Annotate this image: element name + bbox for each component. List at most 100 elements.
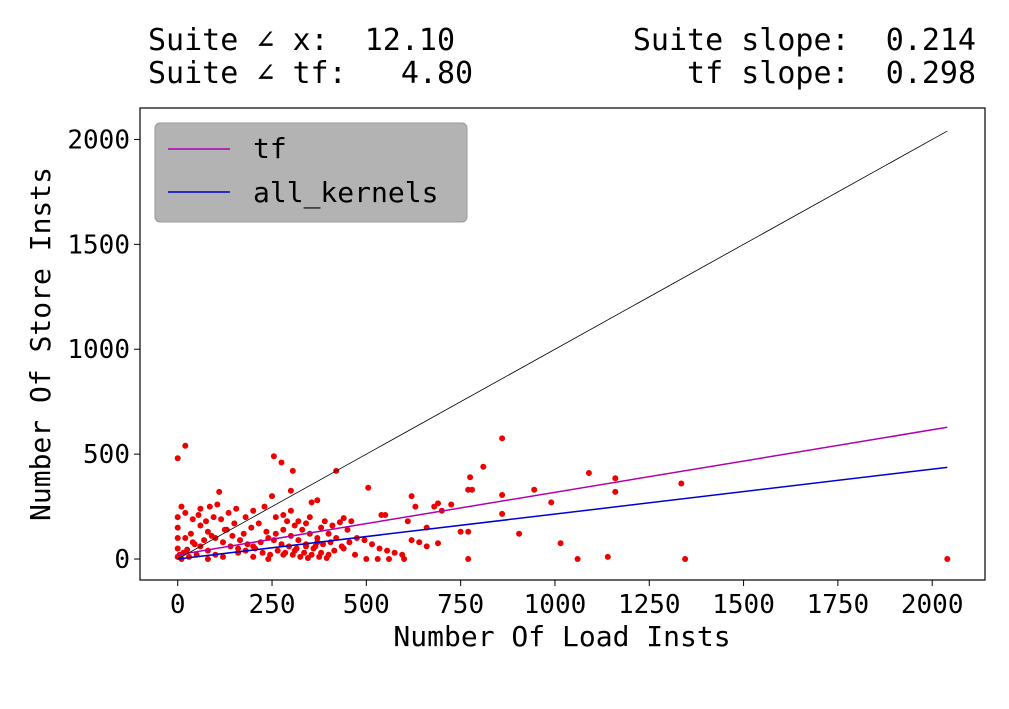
data-point bbox=[352, 551, 358, 558]
data-point bbox=[216, 488, 223, 495]
data-point bbox=[557, 540, 564, 547]
data-point bbox=[214, 501, 221, 508]
data-point bbox=[465, 528, 472, 535]
data-point bbox=[423, 543, 430, 550]
data-point bbox=[314, 497, 321, 504]
data-point bbox=[308, 499, 315, 506]
data-point bbox=[448, 501, 455, 508]
plot-frame bbox=[139, 107, 986, 581]
data-point bbox=[303, 520, 309, 527]
data-point bbox=[287, 487, 294, 494]
data-point bbox=[465, 556, 472, 562]
legend-all-kernels-label: all_kernels bbox=[253, 176, 438, 210]
data-point bbox=[197, 505, 204, 512]
data-point bbox=[280, 526, 287, 533]
data-point bbox=[386, 556, 392, 562]
y-tick-label: 0 bbox=[114, 545, 130, 575]
data-point bbox=[289, 467, 296, 474]
data-point bbox=[499, 492, 506, 498]
data-point bbox=[263, 528, 270, 535]
data-point bbox=[174, 514, 181, 521]
legend-tf-label: tf bbox=[253, 132, 287, 165]
x-tick-label: 1000 bbox=[524, 590, 587, 620]
data-point bbox=[255, 520, 262, 527]
data-point bbox=[220, 539, 226, 546]
data-point bbox=[242, 514, 249, 521]
data-point bbox=[203, 518, 209, 525]
data-point bbox=[195, 512, 202, 518]
data-point bbox=[435, 540, 441, 547]
data-point bbox=[480, 463, 487, 470]
data-point bbox=[465, 486, 472, 493]
data-point bbox=[233, 505, 240, 512]
data-point bbox=[416, 539, 423, 546]
y-tick-label: 1500 bbox=[67, 230, 130, 260]
data-point bbox=[612, 475, 619, 482]
data-point bbox=[189, 539, 196, 546]
x-axis-ticks: 0 250 500 750 1000 1250 1500 1750 2000 bbox=[170, 580, 964, 620]
data-point bbox=[182, 535, 189, 541]
data-point bbox=[435, 500, 441, 507]
suite-angle-x-stat: Suite ∠ x: 12.10 bbox=[148, 23, 456, 58]
x-tick-label: 0 bbox=[170, 590, 186, 620]
data-point bbox=[284, 518, 291, 525]
data-point bbox=[457, 528, 464, 535]
data-point bbox=[187, 530, 194, 537]
data-point bbox=[467, 474, 474, 481]
data-point bbox=[261, 503, 268, 510]
data-point bbox=[320, 541, 326, 548]
data-point bbox=[289, 551, 296, 558]
y-tick-label: 2000 bbox=[67, 125, 130, 155]
data-point bbox=[340, 515, 347, 522]
data-point bbox=[374, 556, 381, 562]
data-point bbox=[585, 470, 592, 476]
data-point bbox=[408, 493, 415, 500]
data-point bbox=[604, 553, 611, 560]
data-point bbox=[312, 543, 319, 550]
suite-slope-stat: Suite slope: 0.214 bbox=[632, 23, 976, 58]
data-point bbox=[306, 514, 313, 521]
tf-slope-stat: tf slope: 0.298 bbox=[687, 56, 976, 91]
data-point bbox=[201, 537, 208, 544]
data-point bbox=[270, 453, 277, 460]
data-point bbox=[295, 537, 302, 544]
data-point bbox=[318, 524, 325, 531]
data-point bbox=[499, 510, 506, 517]
data-point bbox=[204, 556, 211, 562]
data-point bbox=[944, 556, 951, 562]
data-point bbox=[412, 503, 419, 510]
data-point bbox=[574, 556, 581, 562]
data-point bbox=[321, 518, 328, 525]
data-point bbox=[391, 549, 398, 556]
data-point bbox=[331, 547, 338, 554]
data-point bbox=[250, 507, 257, 514]
x-tick-label: 1500 bbox=[712, 590, 775, 620]
data-point bbox=[323, 555, 330, 561]
data-point bbox=[182, 442, 189, 449]
data-point bbox=[682, 556, 689, 562]
data-point bbox=[174, 545, 181, 552]
data-point bbox=[304, 555, 311, 561]
data-point bbox=[325, 530, 332, 537]
x-axis-label: Number Of Load Insts bbox=[393, 620, 730, 653]
data-point bbox=[280, 512, 287, 518]
data-point bbox=[210, 514, 217, 521]
data-point bbox=[225, 509, 232, 516]
data-point bbox=[516, 530, 523, 537]
data-point bbox=[316, 553, 323, 560]
data-point bbox=[297, 553, 304, 560]
data-point bbox=[235, 545, 242, 552]
y-tick-label: 500 bbox=[83, 440, 130, 470]
data-point bbox=[221, 526, 228, 533]
data-point bbox=[272, 514, 279, 521]
all-kernels-fit-line bbox=[177, 466, 948, 560]
y-tick-label: 1000 bbox=[67, 335, 130, 365]
data-point bbox=[499, 435, 506, 442]
data-point bbox=[329, 522, 336, 529]
data-point bbox=[248, 524, 255, 531]
data-point bbox=[384, 547, 391, 554]
identity-line bbox=[177, 130, 948, 560]
data-point bbox=[282, 549, 289, 556]
data-point bbox=[295, 518, 302, 525]
